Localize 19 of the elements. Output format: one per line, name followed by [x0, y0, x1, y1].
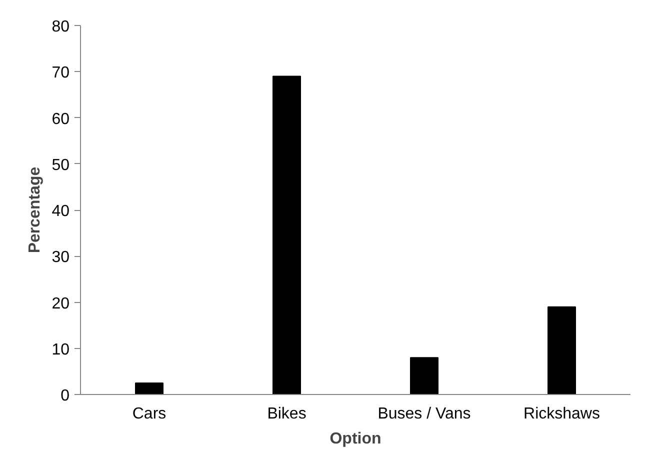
- y-tick-label: 20: [52, 295, 70, 312]
- x-tick-label: Bikes: [267, 406, 306, 422]
- x-tick-label: Cars: [132, 406, 166, 422]
- y-tick-label: 40: [52, 203, 70, 220]
- y-tick-label: 70: [52, 64, 70, 82]
- y-axis-title: Percentage: [26, 166, 44, 254]
- x-axis-title: Option: [330, 430, 382, 448]
- bar: [410, 357, 438, 394]
- x-tick-label: Rickshaws: [524, 406, 600, 422]
- y-tick-label: 0: [60, 388, 70, 404]
- y-tick-label: 60: [52, 110, 70, 128]
- y-tick-label: 30: [52, 249, 70, 266]
- bar: [548, 306, 576, 394]
- bar: [272, 76, 301, 394]
- x-tick-label: Buses / Vans: [378, 406, 471, 422]
- y-tick-label: 10: [52, 341, 70, 358]
- y-tick-label: 50: [52, 156, 70, 174]
- bar: [135, 382, 164, 394]
- y-tick-label: 80: [52, 18, 70, 36]
